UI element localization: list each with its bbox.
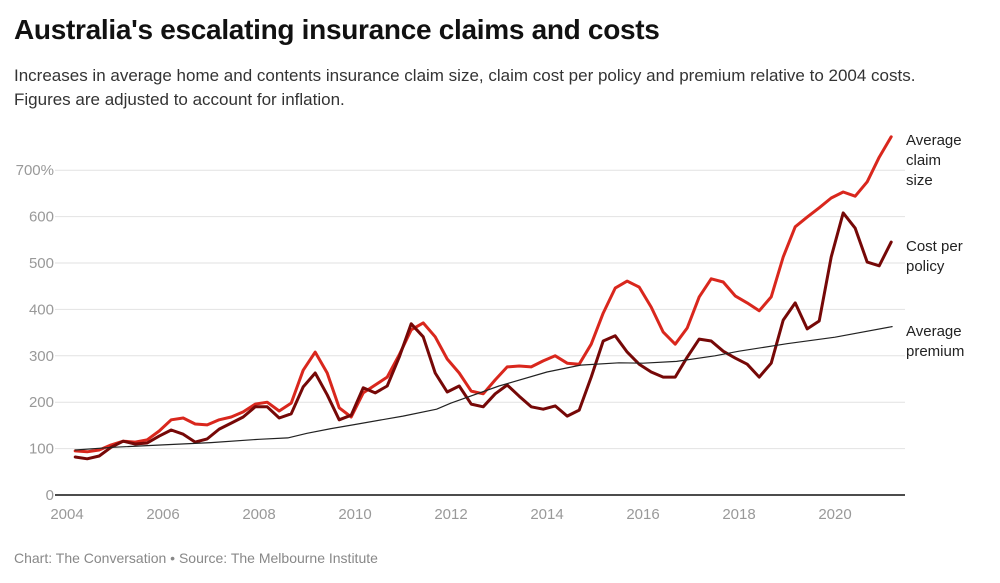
y-tick-label: 600 — [29, 209, 54, 226]
y-tick-label: 0 — [46, 487, 54, 504]
series-label: claim — [906, 152, 941, 169]
series-label: size — [906, 172, 933, 189]
y-tick-label: 300 — [29, 348, 54, 365]
series-line-average-claim-size — [73, 135, 893, 454]
series-line-average-premium — [74, 326, 893, 451]
x-tick-label: 2008 — [242, 506, 275, 523]
y-tick-label: 200 — [29, 394, 54, 411]
y-tick-label: 500 — [29, 255, 54, 272]
x-tick-label: 2006 — [146, 506, 179, 523]
chart-subtitle: Increases in average home and contents i… — [14, 66, 916, 109]
chart-source: Chart: The Conversation • Source: The Me… — [14, 550, 378, 566]
x-tick-label: 2010 — [338, 506, 371, 523]
x-tick-label: 2004 — [50, 506, 83, 523]
x-tick-label: 2012 — [434, 506, 467, 523]
y-tick-label: 100 — [29, 441, 54, 458]
series-line-cost-per-policy — [73, 211, 893, 461]
x-tick-label: 2016 — [626, 506, 659, 523]
series-label: Average — [906, 132, 962, 149]
series-label: Average — [906, 323, 962, 340]
chart-title: Australia's escalating insurance claims … — [14, 14, 660, 45]
x-tick-label: 2014 — [530, 506, 563, 523]
series-label: policy — [906, 258, 945, 275]
x-tick-label: 2018 — [722, 506, 755, 523]
y-tick-label: 400 — [29, 301, 54, 318]
y-tick-label: 700% — [16, 162, 54, 179]
x-tick-label: 2020 — [818, 506, 851, 523]
series-label: premium — [906, 343, 964, 360]
series-label: Cost per — [906, 238, 963, 255]
